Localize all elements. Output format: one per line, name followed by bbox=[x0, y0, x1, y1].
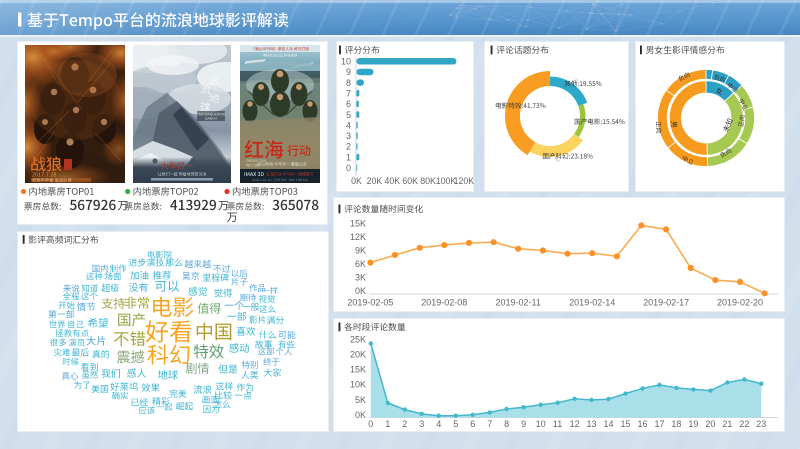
svg-text:15K: 15K bbox=[350, 365, 366, 375]
svg-text:4: 4 bbox=[346, 120, 351, 130]
svg-text:13: 13 bbox=[586, 419, 596, 429]
svg-text:5: 5 bbox=[453, 419, 458, 429]
svg-text:15K: 15K bbox=[350, 219, 366, 229]
svg-text:9K: 9K bbox=[355, 246, 366, 256]
svg-text:22: 22 bbox=[739, 419, 749, 429]
svg-text:16: 16 bbox=[637, 419, 647, 429]
svg-text:3K: 3K bbox=[355, 272, 366, 282]
svg-text:15: 15 bbox=[620, 419, 630, 429]
svg-text:10: 10 bbox=[536, 419, 546, 429]
svg-text:10: 10 bbox=[341, 57, 351, 67]
svg-text:3: 3 bbox=[419, 419, 424, 429]
svg-text:40K: 40K bbox=[384, 176, 400, 186]
svg-text:0: 0 bbox=[346, 163, 351, 173]
svg-text:5K: 5K bbox=[355, 395, 366, 405]
svg-text:2: 2 bbox=[402, 419, 407, 429]
svg-text:10K: 10K bbox=[350, 380, 366, 390]
svg-text:18: 18 bbox=[671, 419, 681, 429]
svg-text:12: 12 bbox=[570, 419, 580, 429]
svg-text:80K: 80K bbox=[420, 176, 436, 186]
svg-text:1: 1 bbox=[346, 152, 351, 162]
svg-text:20K: 20K bbox=[350, 350, 366, 360]
svg-text:19: 19 bbox=[688, 419, 698, 429]
svg-text:2019-02-08: 2019-02-08 bbox=[421, 298, 467, 308]
svg-text:2019-02-17: 2019-02-17 bbox=[643, 298, 689, 308]
svg-text:2: 2 bbox=[346, 142, 351, 152]
svg-text:5: 5 bbox=[346, 110, 351, 120]
svg-text:0K: 0K bbox=[355, 286, 366, 296]
svg-text:9: 9 bbox=[346, 67, 351, 77]
svg-text:2019-02-11: 2019-02-11 bbox=[496, 298, 541, 308]
svg-text:7: 7 bbox=[487, 419, 492, 429]
svg-text:6: 6 bbox=[346, 99, 351, 109]
svg-text:25K: 25K bbox=[350, 334, 366, 344]
svg-text:12K: 12K bbox=[350, 232, 366, 242]
svg-text:3: 3 bbox=[346, 131, 351, 141]
svg-text:20: 20 bbox=[705, 419, 715, 429]
svg-text:0K: 0K bbox=[355, 410, 366, 420]
svg-text:11: 11 bbox=[553, 419, 562, 429]
svg-text:120K: 120K bbox=[454, 176, 474, 186]
svg-text:14: 14 bbox=[603, 419, 613, 429]
svg-text:6: 6 bbox=[470, 419, 475, 429]
svg-text:1: 1 bbox=[385, 419, 390, 429]
svg-text:0: 0 bbox=[368, 419, 373, 429]
svg-text:17: 17 bbox=[654, 419, 664, 429]
svg-text:60K: 60K bbox=[402, 176, 418, 186]
svg-text:2019-02-05: 2019-02-05 bbox=[347, 298, 393, 308]
svg-text:8: 8 bbox=[504, 419, 509, 429]
svg-text:4: 4 bbox=[436, 419, 441, 429]
svg-text:6K: 6K bbox=[355, 259, 366, 269]
svg-text:2019-02-20: 2019-02-20 bbox=[717, 298, 763, 308]
svg-text:21: 21 bbox=[722, 419, 732, 429]
svg-text:23: 23 bbox=[756, 419, 766, 429]
svg-text:100K: 100K bbox=[436, 176, 457, 186]
svg-text:20K: 20K bbox=[367, 176, 383, 186]
svg-text:0K: 0K bbox=[351, 176, 362, 186]
svg-text:2019-02-14: 2019-02-14 bbox=[569, 298, 615, 308]
svg-text:9: 9 bbox=[521, 419, 526, 429]
svg-text:8: 8 bbox=[346, 78, 351, 88]
svg-text:7: 7 bbox=[346, 88, 351, 98]
